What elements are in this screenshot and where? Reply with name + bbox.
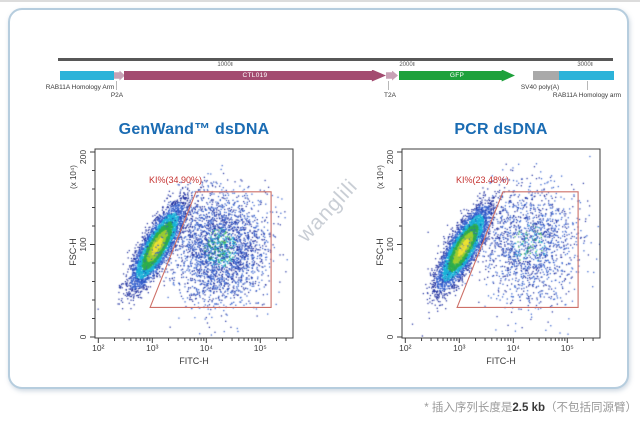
x-tick-label: 10⁵ (561, 343, 574, 353)
homology-arm-right-connector (587, 81, 588, 90)
x-tick-label: 10⁵ (254, 343, 267, 353)
ruler-tick (591, 62, 593, 66)
ctl019-arrow: CTL019 (124, 69, 386, 82)
ruler-tick (231, 62, 233, 66)
x-tick-label: 10³ (453, 343, 465, 353)
y-axis-label: FSC-H (68, 238, 78, 266)
tick-marks (90, 151, 287, 343)
ruler-tick (413, 62, 415, 66)
gate-label: KI%(23.48%) (456, 175, 509, 185)
sv40-polya-box (533, 71, 559, 80)
ruler-label-1000: 1000 (217, 62, 233, 68)
homology-arm-left-box (60, 71, 114, 80)
homology-arm-right-label: RAB11A Homology arm (552, 92, 622, 99)
footnote-prefix: * 插入序列长度是 (424, 402, 513, 414)
top-divider (0, 0, 640, 2)
footnote: * 插入序列长度是2.5 kb（不包括同源臂） (424, 399, 637, 415)
t2a-arrow (386, 70, 398, 81)
y-tick-label: 100 (385, 237, 395, 251)
x-tick-label: 10³ (146, 343, 158, 353)
gate-polygon (149, 191, 272, 308)
gfp-arrow: GFP (399, 69, 515, 82)
flow-plot-pcr: PCR dsDNA KI%(23.48%) 10² 10³ 10⁴ 10⁵ FI… (372, 120, 622, 370)
p2a-arrow (114, 70, 125, 81)
plot-frame (94, 148, 294, 339)
footnote-insert-size: 2.5 kb (512, 402, 545, 414)
x-tick-label: 10⁴ (507, 343, 520, 353)
y-scale-label: (x 10⁴) (69, 165, 78, 189)
plot-axes: KI%(23.48%) 10² 10³ 10⁴ 10⁵ FITC-H 0 100… (375, 148, 601, 366)
t2a-connector (388, 81, 389, 90)
x-tick-label: 10⁴ (200, 343, 213, 353)
plot-title: PCR dsDNA (454, 121, 548, 138)
ruler-label-2000: 2000 (399, 62, 415, 68)
y-tick-label: 0 (385, 334, 395, 339)
gate-label: KI%(34.90%) (149, 175, 202, 185)
plot-frame (401, 148, 601, 339)
homology-arm-right-box (559, 71, 614, 80)
plot-axes: KI%(34.90%) 10² 10³ 10⁴ 10⁵ FITC-H 0 100… (68, 148, 294, 366)
x-tick-label: 10² (92, 343, 104, 353)
scatter-canvas (96, 150, 293, 337)
y-tick-label: 200 (78, 150, 88, 164)
ctl019-label: CTL019 (242, 71, 268, 79)
y-tick-label: 0 (78, 334, 88, 339)
gfp-label: GFP (449, 71, 465, 79)
gate-polygon (456, 191, 579, 308)
homology-arm-left-label: RAB11A Homology Arm (45, 83, 115, 91)
figure-card: 1000 2000 3000 CTL019 GFP RAB11A Homolog… (8, 8, 629, 389)
y-axis-label: FSC-H (375, 238, 385, 266)
tick-marks (397, 151, 594, 343)
x-axis-label: FITC-H (179, 356, 209, 366)
y-scale-label: (x 10⁴) (376, 165, 385, 189)
ruler-label-3000: 3000 (577, 62, 593, 68)
construct-map: 1000 2000 3000 CTL019 GFP RAB11A Homolog… (10, 10, 640, 110)
flow-plot-genwand: GenWand™ dsDNA KI%(34.90%) 10² 10³ 10⁴ 1… (65, 120, 315, 370)
p2a-connector (116, 81, 117, 90)
x-axis-label: FITC-H (486, 356, 516, 366)
y-tick-label: 100 (78, 237, 88, 251)
t2a-label: T2A (384, 92, 396, 99)
x-tick-label: 10² (399, 343, 411, 353)
scatter-canvas (403, 150, 600, 337)
p2a-label: P2A (110, 92, 124, 99)
construct-ruler (58, 58, 613, 61)
sv40-polya-label: SV40 poly(A) (520, 83, 560, 91)
y-tick-label: 200 (385, 150, 395, 164)
plot-title: GenWand™ dsDNA (118, 121, 270, 138)
footnote-suffix: （不包括同源臂） (545, 402, 637, 414)
